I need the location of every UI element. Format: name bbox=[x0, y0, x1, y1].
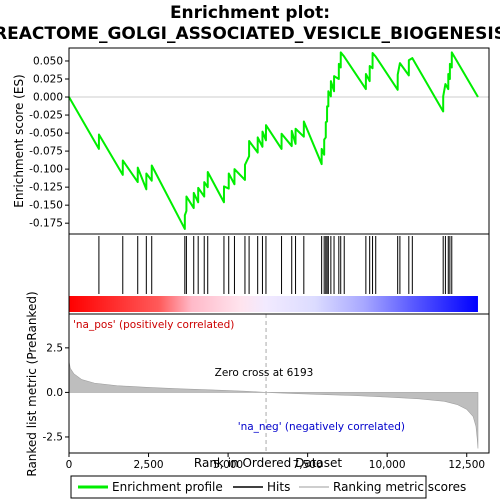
es-y-tick-label: -0.100 bbox=[29, 164, 63, 176]
x-tick-label: 10,000 bbox=[369, 459, 406, 471]
chart-title-line1: Enrichment plot: bbox=[170, 3, 330, 23]
chart-title-line2: REACTOME_GOLGI_ASSOCIATED_VESICLE_BIOGEN… bbox=[0, 24, 500, 44]
zero-cross-label: Zero cross at 6193 bbox=[215, 367, 314, 379]
x-tick-label: 0 bbox=[66, 459, 73, 471]
x-tick-label: 7,500 bbox=[293, 459, 323, 471]
hits-panel bbox=[68, 233, 490, 315]
x-tick-label: 2,500 bbox=[134, 459, 164, 471]
metric-panel-background bbox=[69, 314, 489, 453]
ranking-metric-area bbox=[68, 361, 479, 449]
metric-y-tick-label: 0.0 bbox=[46, 387, 63, 399]
es-panel-background bbox=[69, 48, 489, 234]
legend: Enrichment profile Hits Ranking metric s… bbox=[70, 475, 466, 499]
legend-ranking-label: Ranking metric scores bbox=[333, 480, 466, 494]
x-tick-label: 5,000 bbox=[213, 459, 243, 471]
es-y-tick-label: -0.175 bbox=[29, 218, 63, 230]
metric-y-tick-label: -2.5 bbox=[43, 431, 64, 443]
metric-panel-frame bbox=[68, 313, 490, 454]
es-y-tick-label: -0.050 bbox=[29, 128, 63, 140]
es-y-tick-label: 0.050 bbox=[33, 55, 63, 67]
positive-correlation-label: 'na_pos' (positively correlated) bbox=[73, 319, 234, 331]
es-y-tick-label: -0.150 bbox=[29, 200, 63, 212]
es-y-tick-label: 0.025 bbox=[33, 74, 63, 86]
es-y-tick-label: -0.125 bbox=[29, 182, 63, 194]
x-axis: 0 2,500 5,000 7,500 10,000 12,500 bbox=[66, 453, 485, 471]
es-curve-line bbox=[68, 51, 479, 230]
metric-y-axis-label: Ranked list metric (PreRanked) bbox=[25, 291, 39, 476]
es-y-axis-label: Enrichment score (ES) bbox=[12, 74, 26, 207]
legend-hits-label: Hits bbox=[267, 480, 290, 494]
x-tick-label: 12,500 bbox=[448, 459, 485, 471]
es-panel: 0.050 0.025 0.000 -0.025 -0.050 -0.075 -0.100 -… bbox=[29, 47, 490, 235]
legend-enrichment-label: Enrichment profile bbox=[112, 480, 223, 494]
metric-y-tick-label: 2.5 bbox=[46, 342, 63, 354]
metric-panel: 'na_pos' (positively correlated) Zero cr… bbox=[43, 313, 490, 454]
es-y-tick-label: -0.075 bbox=[29, 146, 63, 158]
es-y-tick-label: 0.000 bbox=[33, 92, 63, 104]
negative-correlation-label: 'na_neg' (negatively correlated) bbox=[238, 421, 405, 433]
x-axis-label: Rank in Ordered Dataset bbox=[194, 456, 342, 470]
es-y-tick-label: -0.025 bbox=[29, 110, 63, 122]
ranking-heat-strip bbox=[69, 296, 478, 312]
